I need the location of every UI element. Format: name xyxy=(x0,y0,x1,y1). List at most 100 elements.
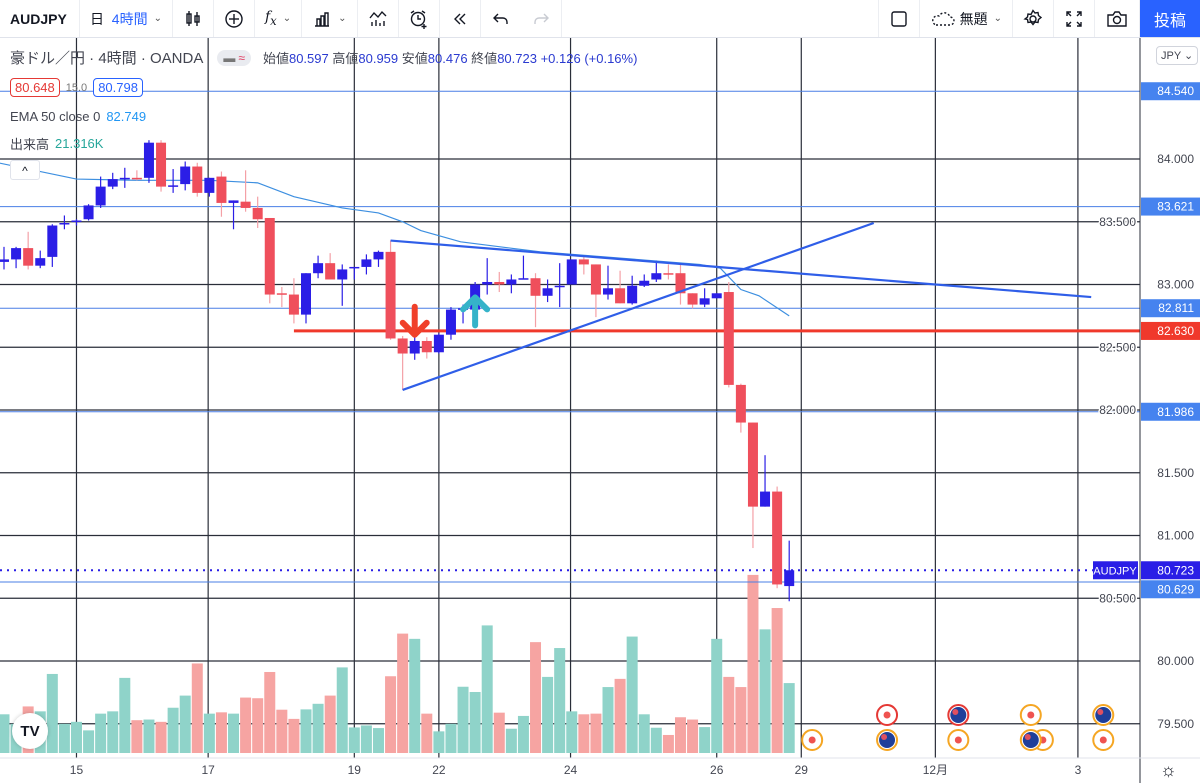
fullscreen-button[interactable] xyxy=(1054,0,1095,37)
chevron-down-icon[interactable]: ⌄ xyxy=(993,13,1002,24)
volume-bar xyxy=(614,678,626,753)
compare-button[interactable] xyxy=(214,0,255,37)
candle-body xyxy=(566,259,577,285)
replay-button[interactable] xyxy=(440,0,481,37)
volume-bar xyxy=(360,725,372,753)
select-layout-button[interactable] xyxy=(879,0,920,37)
candle-body xyxy=(349,266,360,269)
candle-body xyxy=(325,263,336,280)
time-axis[interactable]: 15 17 19 22 24 26 29 12月 3 xyxy=(0,757,1200,777)
volume-bar xyxy=(397,633,409,753)
indicators-button[interactable]: fx ⌄ xyxy=(255,0,303,37)
volume-bar xyxy=(46,673,58,753)
market-status-badge[interactable]: ▬ ≈ xyxy=(217,49,251,66)
redo-button[interactable] xyxy=(521,0,562,37)
candle-body xyxy=(578,259,589,265)
symbol-legend: 豪ドル／円 · 4時間 · OANDA ▬ ≈ 始値80.597 高値80.959… xyxy=(10,47,637,68)
hline-price-label: 84.540 xyxy=(1157,84,1194,98)
support-price-label: 82.630 xyxy=(1157,324,1194,338)
candle-body xyxy=(204,177,215,193)
volume-legend[interactable]: 出来高 21.316K xyxy=(10,134,103,153)
chevron-down-icon[interactable]: ⌄ xyxy=(282,13,292,24)
volume-bar xyxy=(735,687,747,753)
candle-body xyxy=(264,217,275,295)
alert-button[interactable] xyxy=(399,0,440,37)
fx-icon: fx xyxy=(264,9,277,28)
ohlc-values: 始値80.597 高値80.959 安値80.476 終値80.723 +0.1… xyxy=(263,48,637,67)
price-tick-label: 80.500 xyxy=(1099,591,1136,605)
volume-bar xyxy=(747,574,759,753)
currency-select[interactable]: JPY ⌄ xyxy=(1156,46,1199,65)
candle-body xyxy=(180,166,191,185)
alarm-clock-icon xyxy=(410,9,427,29)
settings-button[interactable] xyxy=(1013,0,1054,37)
symbol-title[interactable]: 豪ドル／円 · 4時間 · OANDA xyxy=(10,50,204,67)
volume-bar xyxy=(119,677,131,753)
volume-bar xyxy=(783,683,795,753)
square-icon xyxy=(891,10,907,27)
candle-body xyxy=(337,269,348,280)
screenshot-button[interactable] xyxy=(1095,0,1140,37)
candle-body xyxy=(59,223,70,225)
volume-bar xyxy=(457,686,469,753)
event-dot-icon xyxy=(1099,736,1107,744)
tradingview-logo[interactable]: TV xyxy=(12,713,48,749)
symbol-tag-bg xyxy=(1093,561,1138,580)
price-axis[interactable]: 84.000 83.500 83.000 82.500 82.000 81.500 81.0… xyxy=(1093,38,1200,783)
low-value: 80.476 xyxy=(427,51,468,66)
volume-bar xyxy=(252,698,264,753)
horizontal-lines xyxy=(0,90,1140,583)
hline-price-label-bg xyxy=(1141,402,1200,421)
grid-lines xyxy=(0,38,1140,758)
drawings xyxy=(390,221,1092,391)
price-tick-label: 81.500 xyxy=(1157,466,1194,480)
axis-settings-icon[interactable]: ☼ xyxy=(1160,760,1177,780)
volume-bar xyxy=(348,727,360,753)
publish-button[interactable]: 投稿 xyxy=(1140,0,1200,37)
ema-legend[interactable]: EMA 50 close 0 82.749 xyxy=(10,109,146,124)
time-tick-label: 12月 xyxy=(923,763,948,777)
hline-price-label: 81.986 xyxy=(1157,405,1194,419)
trendline xyxy=(390,239,1092,299)
economic-events xyxy=(801,704,1115,751)
candle-body xyxy=(615,288,626,304)
sell-button[interactable]: 80.648 xyxy=(10,78,60,97)
flag-cross xyxy=(952,709,959,715)
templates-button[interactable]: ⌄ xyxy=(302,0,358,37)
volume-bar xyxy=(385,676,397,753)
hline-price-label: 83.621 xyxy=(1157,200,1194,214)
candle-body xyxy=(168,185,179,187)
buy-button[interactable]: 80.798 xyxy=(93,78,143,97)
interval-button[interactable]: 日 4時間 ⌄ xyxy=(80,0,173,37)
chevron-down-icon[interactable]: ⌄ xyxy=(338,13,347,24)
high-label: 高値 xyxy=(332,51,359,66)
candle-body xyxy=(156,142,167,187)
layout-name-button[interactable]: 無題 ⌄ xyxy=(920,0,1013,37)
cloud-icon xyxy=(931,11,955,26)
undo-button[interactable] xyxy=(481,0,521,37)
chevron-down-icon[interactable]: ⌄ xyxy=(153,13,162,24)
volume-bar xyxy=(131,720,143,753)
day-interval[interactable]: 日 xyxy=(90,10,104,27)
candle-series xyxy=(0,140,795,602)
volume-bar xyxy=(336,667,348,753)
candle-body xyxy=(590,264,601,295)
volume-bar xyxy=(324,695,336,753)
ema-label: EMA 50 close 0 xyxy=(10,109,101,124)
volume-bar xyxy=(179,695,191,753)
volume-bar xyxy=(312,703,324,753)
candle-body xyxy=(409,340,420,354)
volume-bar xyxy=(517,715,529,753)
financials-button[interactable] xyxy=(358,0,399,37)
symbol-search-button[interactable]: AUDJPY xyxy=(0,0,80,37)
chart-type-button[interactable] xyxy=(173,0,214,37)
time-tick-label: 26 xyxy=(710,763,724,777)
volume-bar xyxy=(771,608,783,753)
volume-bar xyxy=(505,728,517,753)
collapse-legend-button[interactable]: ^ xyxy=(10,160,40,180)
volume-bar xyxy=(409,638,421,753)
volume-bar xyxy=(626,636,638,753)
arrow-up-icon xyxy=(460,294,491,329)
time-tick-label: 15 xyxy=(70,763,84,777)
